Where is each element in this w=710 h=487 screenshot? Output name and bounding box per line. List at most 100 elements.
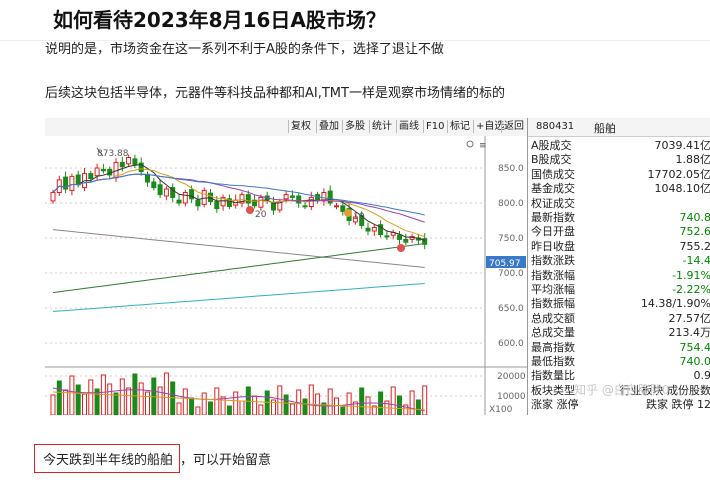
quote-row-label: 最高指数 (531, 340, 575, 354)
volume-bar (63, 389, 69, 415)
quote-row: 今日开盘 752.6 (530, 225, 710, 238)
marker-low (397, 244, 405, 252)
volume-bar (107, 383, 113, 415)
chart-menu-icon[interactable]: ≡ (479, 141, 487, 151)
volume-bar (100, 374, 106, 415)
toolbar-item-fanhui[interactable]: 返回 (501, 120, 526, 133)
candle-body (145, 173, 150, 183)
quote-row-value: 213.4万 (668, 326, 710, 340)
candle-body (403, 238, 409, 243)
quote-row: 指数振幅 14.38/1.90% (530, 297, 710, 310)
ma5-line (52, 163, 425, 241)
volume-bar (113, 392, 119, 415)
candle-body (88, 173, 94, 179)
price-tick-label: 650.0 (498, 304, 524, 314)
volume-bar (415, 399, 421, 415)
quote-row-value: 1.88亿 (675, 153, 710, 167)
marker-label-10: 10 (353, 212, 365, 222)
quote-row-value: 17702.05亿 (647, 167, 710, 181)
volume-bar (195, 406, 201, 415)
toolbar-item-biaoji[interactable]: 标记 (447, 120, 472, 133)
candle-body (100, 168, 106, 172)
quote-row-value: 7039.41亿 (654, 139, 710, 152)
volume-bar (145, 391, 150, 415)
candle-body (340, 205, 346, 212)
quote-row-label: 国债成交 (531, 167, 575, 181)
volume-bar (208, 401, 213, 415)
toolbar-item-duogu[interactable]: 多股 (342, 120, 367, 133)
volume-bar (283, 394, 289, 415)
volume-bar (365, 396, 371, 415)
quote-row: 权证成交 (530, 197, 710, 210)
volume-bar (94, 388, 100, 415)
volume-bar (277, 385, 283, 415)
candle-body (214, 201, 220, 210)
candle-body (308, 196, 314, 208)
article-title: 如何看待2023年8月16日A股市场？ (53, 8, 386, 32)
quote-row-label: 指数涨跌 (531, 254, 575, 268)
quote-code: 880431 (536, 121, 575, 132)
watermark: 知乎 @白白胖胖0 (574, 383, 670, 397)
quote-row-label: 总成交额 (531, 311, 575, 325)
candle-body (384, 235, 390, 238)
quote-row-label: 涨家 涨停 (531, 398, 579, 412)
volume-bar (88, 379, 94, 415)
ma120-line (52, 229, 425, 268)
volume-bar (258, 404, 264, 415)
ma250-line (52, 243, 425, 294)
peak-label: 873.88 (97, 149, 129, 159)
bottom-rest-text: ，可以开始留意 (180, 453, 272, 468)
volume-bar (157, 386, 163, 415)
volume-bar (327, 388, 333, 415)
stock-chart-screenshot: 复权 叠加 多股 统计 画线 F10 标记 +自选 返回 850.0 800.0 7… (45, 118, 710, 415)
candle-body (258, 196, 264, 208)
toolbar-item-diejia[interactable]: 叠加 (316, 120, 341, 133)
candle-body (94, 167, 100, 177)
volume-bar (176, 402, 182, 415)
candle-body (239, 194, 245, 204)
volume-bar (56, 380, 62, 415)
volume-bar (182, 388, 188, 415)
candle-body (226, 198, 232, 208)
current-price-label: 705.97 (489, 259, 521, 269)
volume-bar (359, 387, 365, 415)
settings-icon[interactable] (466, 140, 474, 148)
price-tick-label: 800.0 (498, 199, 524, 209)
candle-body (50, 192, 56, 202)
quote-row-label: 平均涨幅 (531, 283, 575, 296)
quote-row: 最低指数 740.0 (530, 355, 710, 368)
toolbar-item-huaxian[interactable]: 画线 (396, 120, 421, 133)
candle-body (63, 176, 69, 190)
candle-body (151, 181, 157, 189)
quote-row: 昨日收盘 755.2 (530, 240, 710, 253)
candle-body (334, 205, 339, 208)
candle-body (296, 195, 302, 204)
toolbar-item-f10[interactable]: F10 (423, 120, 446, 133)
marker-label-20: 20 (255, 210, 267, 220)
quote-row: 指数涨跌 -14.4 (530, 254, 710, 267)
highlighted-text: 今天跌到半年线的船舶 (34, 444, 181, 473)
quote-row-label: 基金成交 (531, 182, 575, 196)
volume-bar (119, 378, 125, 415)
candle-body (327, 190, 333, 204)
candle-body (283, 194, 289, 200)
vol-unit-label: X100 (489, 405, 513, 415)
quote-row-value: 27.57亿 (668, 311, 710, 325)
quote-row-value: 755.2 (679, 239, 710, 253)
quote-row: 最新指数 740.8 (530, 211, 710, 224)
toolbar-item-tongji[interactable]: 统计 (369, 120, 394, 133)
toolbar-item-zixuan[interactable]: +自选 (473, 120, 506, 133)
candle-body (302, 205, 308, 208)
volume-bar (271, 399, 276, 415)
candle-body (157, 184, 163, 196)
toolbar-item-fuquan[interactable]: 复权 (288, 120, 313, 133)
article-title-bar: 如何看待2023年8月16日A股市场？ (0, 0, 710, 41)
volume-bar (233, 391, 239, 415)
candle-body (189, 189, 195, 200)
volume-bar (170, 381, 176, 415)
volume-bar (138, 382, 144, 415)
candle-body (195, 199, 201, 207)
volume-bar (189, 397, 195, 415)
candle-body (170, 187, 176, 198)
price-tick-label: 600.0 (498, 339, 524, 349)
